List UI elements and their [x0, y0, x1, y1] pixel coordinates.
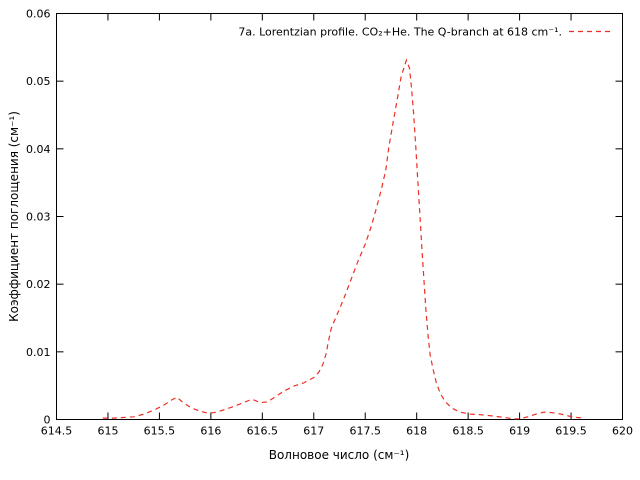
- x-tick-label: 617.5: [349, 425, 381, 438]
- y-tick-label: 0: [44, 414, 51, 427]
- x-axis-label: Волновое число (см⁻¹): [269, 448, 410, 462]
- x-tick-label: 615.5: [144, 425, 176, 438]
- x-tick-label: 618.5: [452, 425, 484, 438]
- y-tick-label: 0.06: [26, 8, 51, 21]
- x-tick-label: 617: [303, 425, 324, 438]
- x-tick-label: 615: [97, 425, 118, 438]
- y-tick-label: 0.03: [26, 211, 51, 224]
- x-tick-label: 620: [612, 425, 633, 438]
- y-tick-label: 0.05: [26, 75, 51, 88]
- x-tick-label: 616.5: [247, 425, 279, 438]
- axis-ticks: 614.5 615 615.5 616 616.5 617 617.5 618 618.5 619…: [26, 8, 633, 438]
- legend: 7a. Lorentzian profile. CO₂+He. The Q-br…: [238, 26, 613, 39]
- y-tick-label: 0.04: [26, 143, 51, 156]
- y-tick-label: 0.02: [26, 278, 51, 291]
- x-tick-label: 616: [200, 425, 221, 438]
- x-tick-label: 614.5: [41, 425, 73, 438]
- x-tick-label: 619: [509, 425, 530, 438]
- legend-label: 7a. Lorentzian profile. CO₂+He. The Q-br…: [238, 26, 562, 39]
- x-tick-label: 618: [406, 425, 427, 438]
- x-tick-label: 619.5: [555, 425, 587, 438]
- y-tick-label: 0.01: [26, 346, 51, 359]
- y-axis-label: Коэффициент поглощения (см⁻¹): [7, 111, 21, 322]
